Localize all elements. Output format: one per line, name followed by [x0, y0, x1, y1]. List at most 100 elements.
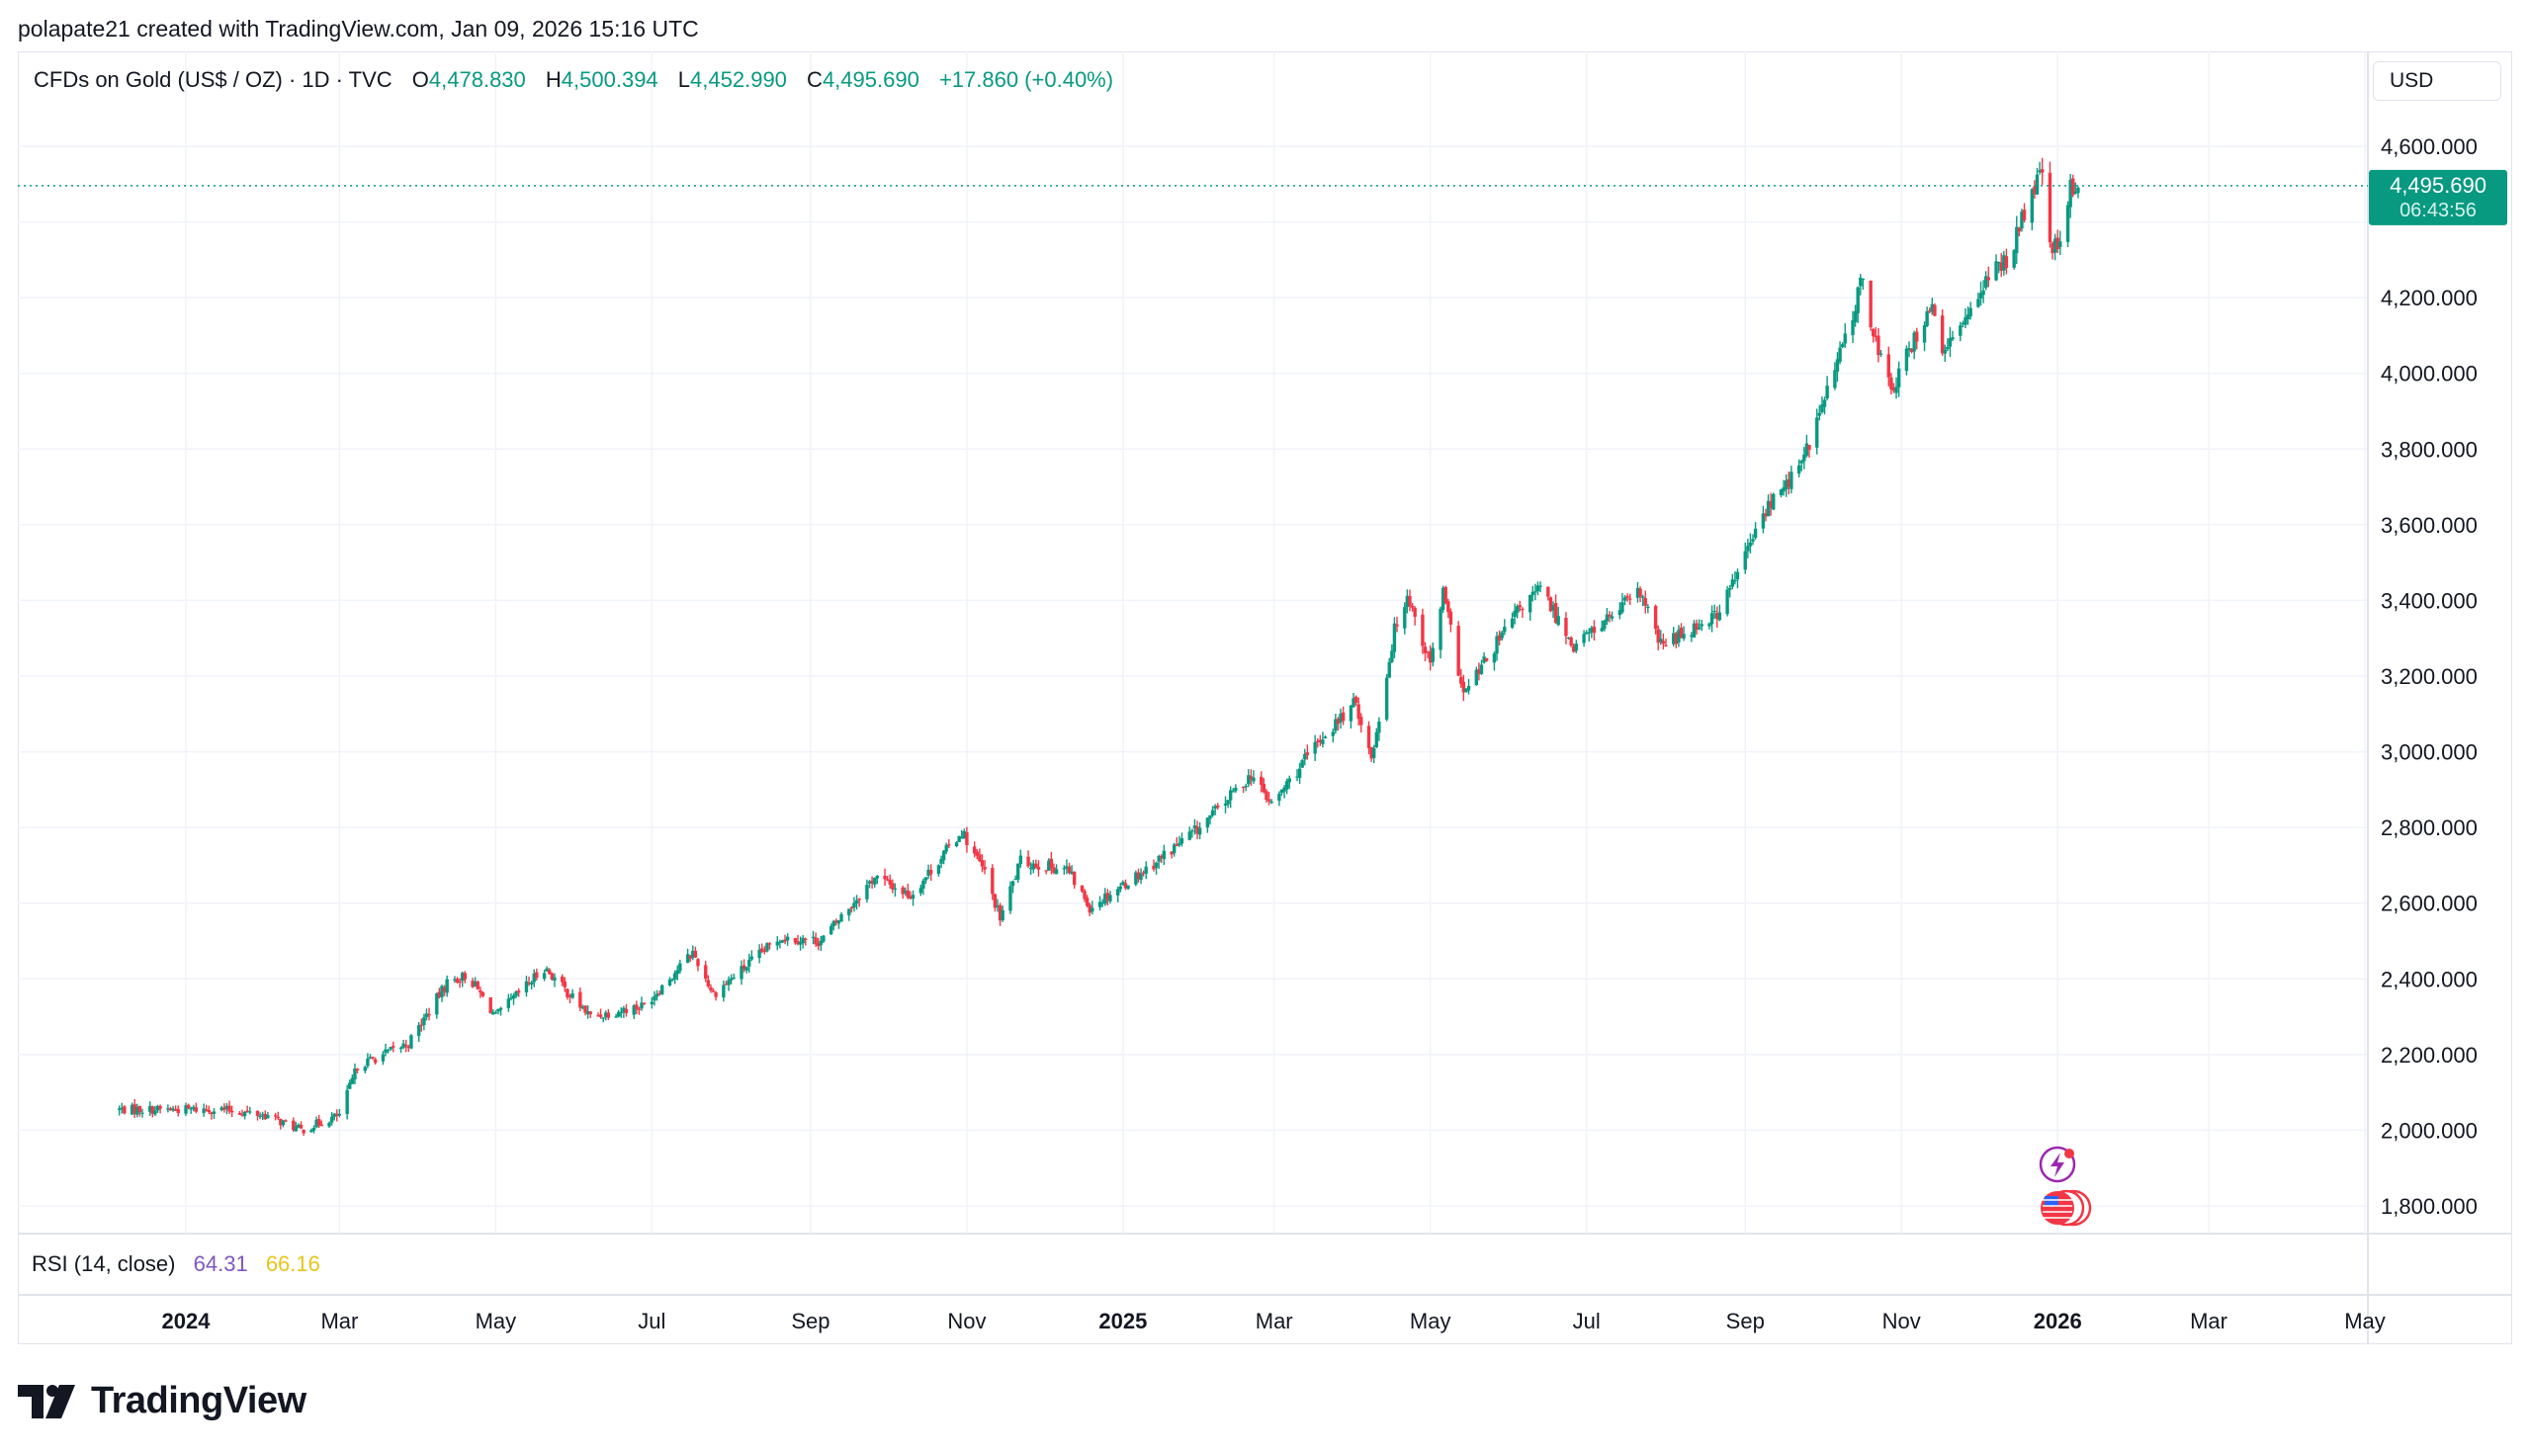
candle-body: [1026, 856, 1030, 867]
candle-body: [566, 988, 569, 997]
candle-body: [1482, 656, 1486, 663]
candle-body: [749, 956, 754, 960]
candle-body: [1216, 805, 1220, 808]
candle-body: [1072, 871, 1077, 886]
event-markers: [2039, 1146, 2092, 1227]
candle-body: [1305, 752, 1310, 755]
candle-body: [1103, 894, 1107, 904]
candle-body: [1889, 377, 1893, 389]
brand[interactable]: TradingView: [18, 1380, 306, 1422]
candle-body: [765, 943, 769, 952]
candle-body: [1410, 605, 1415, 608]
candle-body: [1513, 610, 1517, 618]
candle-body: [424, 1013, 429, 1018]
candle-body: [453, 979, 457, 981]
candle-body: [875, 876, 879, 879]
candle-body: [219, 1107, 223, 1111]
candle-body: [2065, 205, 2070, 242]
candle-body: [732, 977, 736, 980]
candle-body: [1996, 261, 2001, 264]
candle-body: [1231, 791, 1235, 793]
candle-body: [2055, 237, 2059, 250]
candle-body: [473, 981, 478, 987]
candle-body: [657, 992, 661, 994]
candle-body: [1928, 310, 1932, 312]
candle-body: [1052, 867, 1056, 873]
candle-body: [1205, 817, 1210, 828]
candle-body: [545, 968, 549, 972]
candle-body: [1584, 632, 1589, 635]
candle-body: [437, 991, 442, 997]
candle-body: [1031, 863, 1035, 870]
candle-body: [1725, 589, 1729, 615]
candle-body: [1661, 641, 1666, 644]
candle-body: [814, 937, 818, 945]
candle-body: [601, 1017, 605, 1019]
candle-body: [1533, 591, 1537, 593]
candle-body: [1948, 338, 1953, 347]
candle-body: [284, 1120, 288, 1122]
candle-body: [711, 990, 716, 992]
candle-body: [996, 904, 1000, 907]
candle-body: [176, 1108, 180, 1113]
candle-body: [210, 1112, 214, 1115]
candle-body: [1318, 739, 1323, 743]
candle-body: [1139, 873, 1143, 881]
y-tick-label: 2,200.000: [2381, 1043, 2478, 1068]
x-tick-label: Mar: [320, 1309, 358, 1333]
candle-body: [1356, 704, 1360, 720]
candle-body: [171, 1108, 175, 1111]
candle-body: [1538, 585, 1542, 587]
candle-body: [793, 938, 798, 943]
candle-body: [1964, 316, 1967, 325]
candle-body: [775, 941, 779, 946]
candle-body: [2030, 189, 2035, 223]
candle-body: [309, 1130, 313, 1133]
currency-button[interactable]: USD: [2373, 61, 2501, 101]
candle-body: [455, 979, 460, 984]
candle-body: [1080, 885, 1085, 892]
candle-body: [1904, 348, 1909, 372]
candle-body: [404, 1045, 408, 1047]
candle-body: [2012, 250, 2016, 268]
symbol-name[interactable]: CFDs on Gold (US$ / OZ) · 1D · TVC: [34, 67, 393, 92]
candle-body: [150, 1106, 155, 1114]
candle-body: [392, 1046, 395, 1048]
candle-body: [2071, 178, 2075, 195]
candle-body: [1851, 320, 1855, 336]
candle-body: [722, 985, 726, 998]
candle-body: [1266, 799, 1271, 802]
candle-body: [511, 995, 516, 999]
candle-body: [1384, 677, 1389, 720]
candle-body: [650, 1001, 655, 1005]
candle-body: [1100, 902, 1104, 904]
candle-body: [1664, 644, 1668, 646]
candle-body: [435, 993, 439, 1015]
us-economic-event-icon[interactable]: [2041, 1189, 2092, 1227]
lightning-event-icon[interactable]: [2039, 1146, 2076, 1183]
candle-body: [727, 980, 731, 985]
candle-body: [1372, 747, 1376, 758]
candle-body: [1374, 731, 1379, 748]
candle-body: [1054, 869, 1059, 875]
candle-body: [117, 1108, 122, 1110]
candle-body: [1446, 601, 1450, 613]
candle-body: [822, 935, 826, 942]
candle-body: [373, 1059, 378, 1064]
candle-body: [186, 1104, 191, 1109]
candle-body: [1546, 586, 1550, 597]
candle-body: [672, 973, 677, 980]
candle-body: [1730, 579, 1734, 587]
candle-body: [583, 1005, 587, 1013]
candle-body: [1126, 885, 1130, 890]
candle-body: [292, 1120, 296, 1131]
candle-body: [1690, 635, 1694, 637]
candle-body: [1192, 825, 1197, 829]
last-price-badge[interactable]: [2369, 169, 2507, 225]
rsi-label[interactable]: RSI (14, close): [32, 1251, 176, 1276]
candle-body: [205, 1109, 209, 1111]
candle-body: [2020, 212, 2024, 229]
candle-body: [798, 941, 803, 945]
